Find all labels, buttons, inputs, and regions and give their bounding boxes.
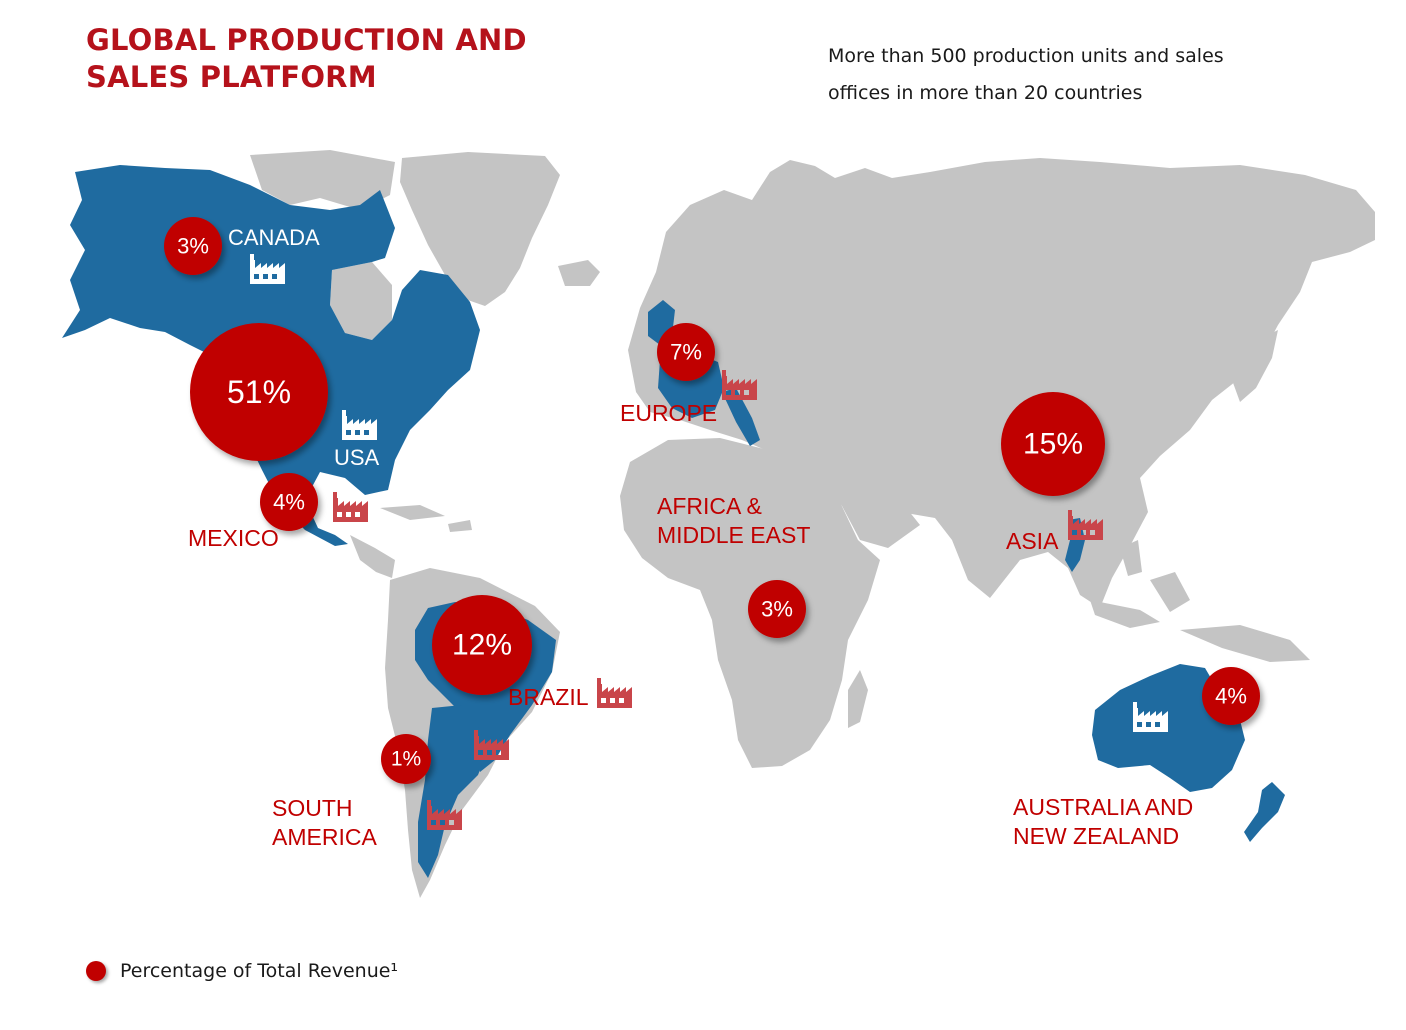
bubble-value: 15% <box>1023 428 1083 461</box>
bubble-value: 4% <box>1215 684 1247 709</box>
italy-region <box>722 388 760 446</box>
legend-bubble-icon <box>86 961 106 981</box>
bubble-usa: 51% <box>190 323 328 461</box>
bubble-value: 3% <box>761 597 793 622</box>
madagascar <box>848 670 868 728</box>
label-south-america-line-1: SOUTH <box>272 795 353 821</box>
subtitle-line-1: More than 500 production units and sales <box>828 45 1224 67</box>
bubble-value: 12% <box>452 629 512 662</box>
new-zealand-region <box>1244 782 1285 842</box>
bubble-circle <box>432 595 532 695</box>
factory-icon <box>597 678 632 708</box>
revenue-bubbles: 3% 51% 4% 7% 3% 15% 12% 1% <box>164 217 1260 784</box>
label-africa-line-1: AFRICA & <box>657 493 762 519</box>
label-mexico: MEXICO <box>188 525 279 551</box>
greenland <box>400 152 560 306</box>
legend: Percentage of Total Revenue¹ <box>86 960 398 982</box>
bubble-circle <box>190 323 328 461</box>
page-title: GLOBAL PRODUCTION AND SALES PLATFORM <box>86 22 527 96</box>
title-line-1: GLOBAL PRODUCTION AND <box>86 23 527 57</box>
iceland <box>558 260 600 286</box>
bubble-value: 4% <box>273 490 305 515</box>
label-africa-line-2: MIDDLE EAST <box>657 522 810 548</box>
label-canada: CANADA <box>228 225 320 250</box>
bubble-circle <box>381 734 431 784</box>
label-australia-line-1: AUSTRALIA AND <box>1013 794 1193 820</box>
argentina-region <box>418 705 488 878</box>
title-line-2: SALES PLATFORM <box>86 60 377 94</box>
bubble-canada: 3% <box>164 217 222 275</box>
bubble-africa: 3% <box>748 580 806 638</box>
bubble-europe: 7% <box>657 323 715 381</box>
eurasia-land <box>628 158 1375 608</box>
legend-label: Percentage of Total Revenue¹ <box>120 960 399 982</box>
bubble-south-america: 1% <box>381 734 431 784</box>
japan <box>1232 330 1278 402</box>
bubble-circle <box>1202 667 1260 725</box>
label-south-america-line-2: AMERICA <box>272 824 377 850</box>
bubble-circle <box>260 473 318 531</box>
bubble-asia: 15% <box>1001 392 1105 496</box>
central-america-caribbean <box>350 505 472 578</box>
arctic-islands <box>250 150 395 210</box>
bubble-brazil: 12% <box>432 595 532 695</box>
bubble-circle <box>657 323 715 381</box>
bubble-value: 51% <box>227 374 291 410</box>
label-usa: USA <box>334 445 380 470</box>
label-australia-line-2: NEW ZEALAND <box>1013 823 1179 849</box>
factory-icon <box>333 492 368 522</box>
bubble-value: 1% <box>391 748 421 771</box>
bubble-circle <box>164 217 222 275</box>
bubble-circle <box>1001 392 1105 496</box>
hudson-bay <box>330 262 392 340</box>
arabian-peninsula <box>815 470 920 548</box>
subtitle: More than 500 production units and sales… <box>828 38 1224 112</box>
label-brazil: BRAZIL <box>508 684 589 710</box>
subtitle-line-2: offices in more than 20 countries <box>828 82 1143 104</box>
scandinavia <box>700 200 772 298</box>
bubble-value: 3% <box>177 234 209 259</box>
region-labels: CANADA USA MEXICO EUROPE AFRICA & MIDDLE… <box>188 225 1193 850</box>
bubble-value: 7% <box>670 340 702 365</box>
label-asia: ASIA <box>1006 528 1059 554</box>
bubble-mexico: 4% <box>260 473 318 531</box>
bubble-australia: 4% <box>1202 667 1260 725</box>
indonesia-islands <box>1090 540 1310 662</box>
bubble-circle <box>748 580 806 638</box>
label-europe: EUROPE <box>620 400 717 426</box>
